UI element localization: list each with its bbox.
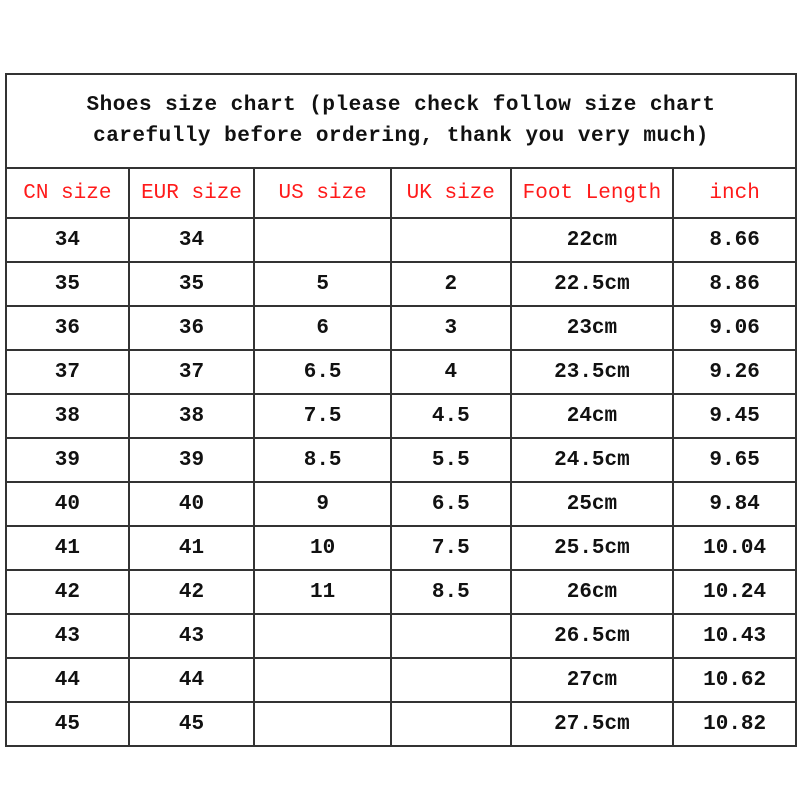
header-inch: inch (672, 167, 797, 219)
cell-us-size: 10 (253, 525, 392, 571)
size-chart-table: Shoes size chart (please check follow si… (5, 73, 797, 747)
header-cn-size: CN size (5, 167, 130, 219)
cell-foot-length: 25cm (509, 481, 675, 527)
cell-cn-size: 44 (5, 657, 130, 703)
table-row: 44 44 27cm 10.62 (5, 657, 797, 703)
cell-foot-length: 24cm (509, 393, 675, 439)
cell-inch: 10.62 (672, 657, 797, 703)
cell-foot-length: 22cm (509, 217, 675, 263)
cell-uk-size: 6.5 (389, 481, 512, 527)
table-row: 34 34 22cm 8.66 (5, 217, 797, 263)
cell-inch: 10.82 (672, 701, 797, 747)
cell-us-size: 6 (253, 305, 392, 351)
cell-eur-size: 42 (127, 569, 256, 615)
cell-inch: 8.86 (672, 261, 797, 307)
cell-us-size: 7.5 (253, 393, 392, 439)
cell-inch: 10.04 (672, 525, 797, 571)
table-row: 36 36 6 3 23cm 9.06 (5, 305, 797, 351)
table-row: 40 40 9 6.5 25cm 9.84 (5, 481, 797, 527)
chart-title: Shoes size chart (please check follow si… (5, 73, 797, 169)
header-us-size: US size (253, 167, 392, 219)
cell-uk-size: 7.5 (389, 525, 512, 571)
table-row: 39 39 8.5 5.5 24.5cm 9.65 (5, 437, 797, 483)
cell-cn-size: 40 (5, 481, 130, 527)
cell-inch: 9.65 (672, 437, 797, 483)
cell-inch: 9.84 (672, 481, 797, 527)
cell-us-size (253, 217, 392, 263)
cell-foot-length: 26.5cm (509, 613, 675, 659)
cell-cn-size: 36 (5, 305, 130, 351)
cell-foot-length: 25.5cm (509, 525, 675, 571)
cell-us-size (253, 701, 392, 747)
cell-us-size: 5 (253, 261, 392, 307)
table-row: 41 41 10 7.5 25.5cm 10.04 (5, 525, 797, 571)
cell-foot-length: 26cm (509, 569, 675, 615)
cell-uk-size (389, 613, 512, 659)
table-row: 35 35 5 2 22.5cm 8.86 (5, 261, 797, 307)
cell-foot-length: 23.5cm (509, 349, 675, 395)
table-row: 38 38 7.5 4.5 24cm 9.45 (5, 393, 797, 439)
cell-uk-size: 2 (389, 261, 512, 307)
cell-cn-size: 45 (5, 701, 130, 747)
cell-eur-size: 36 (127, 305, 256, 351)
cell-foot-length: 27.5cm (509, 701, 675, 747)
cell-eur-size: 41 (127, 525, 256, 571)
cell-cn-size: 43 (5, 613, 130, 659)
cell-eur-size: 43 (127, 613, 256, 659)
cell-uk-size (389, 701, 512, 747)
cell-cn-size: 39 (5, 437, 130, 483)
cell-inch: 10.24 (672, 569, 797, 615)
cell-foot-length: 23cm (509, 305, 675, 351)
cell-cn-size: 38 (5, 393, 130, 439)
cell-eur-size: 39 (127, 437, 256, 483)
cell-cn-size: 35 (5, 261, 130, 307)
cell-cn-size: 41 (5, 525, 130, 571)
cell-us-size: 8.5 (253, 437, 392, 483)
cell-eur-size: 45 (127, 701, 256, 747)
cell-inch: 9.26 (672, 349, 797, 395)
cell-uk-size (389, 217, 512, 263)
cell-us-size: 11 (253, 569, 392, 615)
cell-uk-size: 4.5 (389, 393, 512, 439)
header-foot-length: Foot Length (509, 167, 675, 219)
title-line-2: carefully before ordering, thank you ver… (93, 125, 709, 148)
cell-uk-size: 3 (389, 305, 512, 351)
cell-cn-size: 34 (5, 217, 130, 263)
cell-cn-size: 37 (5, 349, 130, 395)
table-row: 43 43 26.5cm 10.43 (5, 613, 797, 659)
table-row: 42 42 11 8.5 26cm 10.24 (5, 569, 797, 615)
cell-us-size: 9 (253, 481, 392, 527)
cell-foot-length: 22.5cm (509, 261, 675, 307)
cell-foot-length: 24.5cm (509, 437, 675, 483)
cell-inch: 9.45 (672, 393, 797, 439)
cell-us-size: 6.5 (253, 349, 392, 395)
cell-foot-length: 27cm (509, 657, 675, 703)
cell-eur-size: 37 (127, 349, 256, 395)
cell-inch: 9.06 (672, 305, 797, 351)
title-line-1: Shoes size chart (please check follow si… (86, 94, 716, 117)
cell-eur-size: 38 (127, 393, 256, 439)
header-uk-size: UK size (389, 167, 512, 219)
cell-us-size (253, 657, 392, 703)
header-eur-size: EUR size (127, 167, 256, 219)
cell-us-size (253, 613, 392, 659)
header-row: CN size EUR size US size UK size Foot Le… (5, 167, 797, 219)
cell-uk-size (389, 657, 512, 703)
cell-uk-size: 8.5 (389, 569, 512, 615)
cell-cn-size: 42 (5, 569, 130, 615)
table-row: 45 45 27.5cm 10.82 (5, 701, 797, 747)
cell-uk-size: 4 (389, 349, 512, 395)
table-row: 37 37 6.5 4 23.5cm 9.26 (5, 349, 797, 395)
cell-eur-size: 35 (127, 261, 256, 307)
cell-inch: 8.66 (672, 217, 797, 263)
cell-uk-size: 5.5 (389, 437, 512, 483)
cell-eur-size: 40 (127, 481, 256, 527)
cell-inch: 10.43 (672, 613, 797, 659)
cell-eur-size: 44 (127, 657, 256, 703)
cell-eur-size: 34 (127, 217, 256, 263)
